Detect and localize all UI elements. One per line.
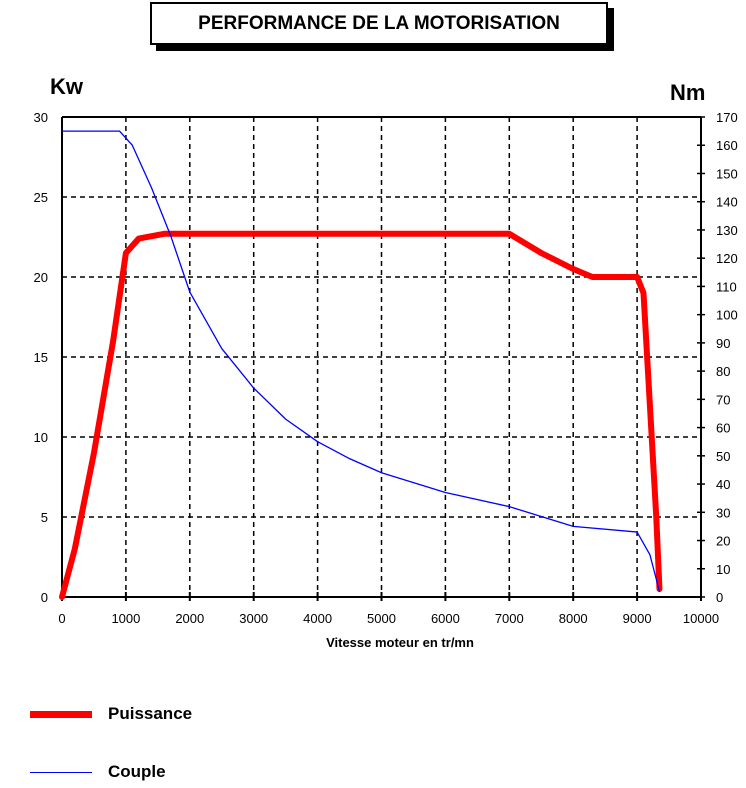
y-right-tick-label: 30 bbox=[716, 505, 730, 520]
y-right-tick-label: 130 bbox=[716, 223, 738, 238]
y-right-tick-label: 100 bbox=[716, 308, 738, 323]
y-right-tick-label: 150 bbox=[716, 166, 738, 181]
y-left-tick-label: 0 bbox=[41, 590, 48, 605]
legend-swatch-puissance bbox=[30, 710, 92, 718]
legend-label-couple: Couple bbox=[108, 762, 166, 781]
y-left-tick-label: 20 bbox=[34, 270, 48, 285]
y-right-tick-label: 80 bbox=[716, 364, 730, 379]
x-axis-label: Vitesse moteur en tr/mn bbox=[326, 635, 474, 650]
y-left-tick-label: 30 bbox=[34, 110, 48, 125]
x-tick-label: 8000 bbox=[559, 611, 588, 626]
series-line-couple bbox=[61, 130, 661, 593]
x-tick-label: 0 bbox=[58, 611, 65, 626]
chart-title: PERFORMANCE DE LA MOTORISATION bbox=[150, 2, 608, 45]
x-tick-label: 6000 bbox=[431, 611, 460, 626]
y-right-tick-label: 50 bbox=[716, 449, 730, 464]
x-tick-label: 5000 bbox=[367, 611, 396, 626]
x-tick-label: 2000 bbox=[175, 611, 204, 626]
y-right-tick-label: 160 bbox=[716, 138, 738, 153]
legend-item-puissance: Puissance bbox=[30, 704, 192, 724]
y-left-tick-label: 5 bbox=[41, 510, 48, 525]
y-right-tick-label: 90 bbox=[716, 336, 730, 351]
y-right-tick-label: 10 bbox=[716, 562, 730, 577]
y-right-tick-label: 140 bbox=[716, 195, 738, 210]
y-left-tick-label: 10 bbox=[34, 430, 48, 445]
y-right-tick-label: 170 bbox=[716, 110, 738, 125]
y-right-tick-label: 20 bbox=[716, 534, 730, 549]
y-left-tick-label: 15 bbox=[34, 350, 48, 365]
y-right-tick-label: 120 bbox=[716, 251, 738, 266]
legend-item-couple: Couple bbox=[30, 762, 166, 782]
y-left-tick-label: 25 bbox=[34, 190, 48, 205]
y-right-tick-label: 40 bbox=[716, 477, 730, 492]
legend-swatch-couple bbox=[30, 771, 92, 773]
y-left-unit: Kw bbox=[50, 74, 84, 99]
x-tick-label: 3000 bbox=[239, 611, 268, 626]
x-tick-label: 10000 bbox=[683, 611, 719, 626]
y-right-tick-label: 0 bbox=[716, 590, 723, 605]
y-right-tick-label: 110 bbox=[716, 279, 737, 294]
x-tick-label: 1000 bbox=[111, 611, 140, 626]
x-tick-label: 7000 bbox=[495, 611, 524, 626]
series-line-puissance bbox=[59, 230, 663, 600]
x-tick-label: 4000 bbox=[303, 611, 332, 626]
y-right-unit: Nm bbox=[670, 80, 705, 105]
x-tick-label: 9000 bbox=[623, 611, 652, 626]
y-right-tick-label: 60 bbox=[716, 421, 730, 436]
y-right-tick-label: 70 bbox=[716, 392, 730, 407]
legend-label-puissance: Puissance bbox=[108, 704, 193, 723]
performance-chart: 0 1000 2000 3000 4000 5000 6000 7000 8000 9000 100… bbox=[34, 74, 738, 650]
